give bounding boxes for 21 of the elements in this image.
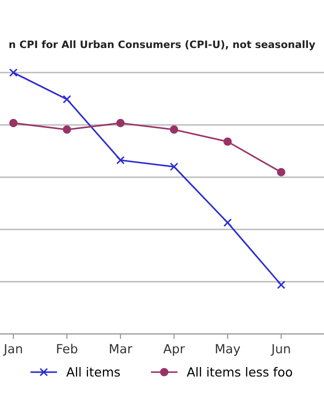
legend-label: All items xyxy=(66,367,120,377)
x-tick-label: Jan xyxy=(3,344,22,356)
x-tick-label: Mar xyxy=(110,344,132,354)
x-tick-label: Feb xyxy=(57,344,78,354)
point xyxy=(9,68,18,77)
point xyxy=(170,162,178,171)
point xyxy=(276,280,286,290)
x-tick-label: May xyxy=(216,344,240,356)
point xyxy=(223,137,232,146)
point xyxy=(62,95,72,104)
x-tick-label: Jun xyxy=(270,344,290,356)
chart-title: n CPI for All Urban Consumers (CPI-U), not seasonally xyxy=(9,40,316,50)
point xyxy=(116,156,125,164)
point xyxy=(62,125,72,134)
point xyxy=(9,118,18,128)
point xyxy=(116,118,125,128)
x-tick-label: Apr xyxy=(163,344,185,356)
legend-label: All items less foo xyxy=(186,367,292,377)
point xyxy=(170,125,178,134)
point xyxy=(276,168,286,176)
point xyxy=(223,218,232,227)
